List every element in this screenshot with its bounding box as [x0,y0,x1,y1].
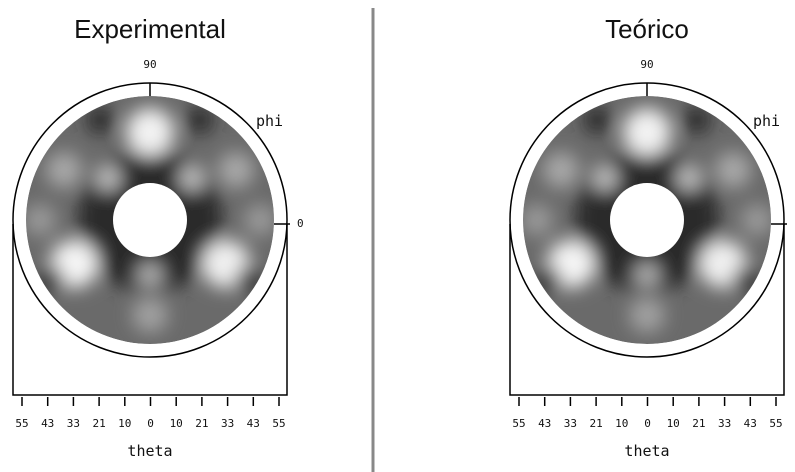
side-label: phi [753,112,780,130]
theta-tick-label: 33 [221,417,234,430]
panels: Experimental 90 phi 0 55 43 33 21 10 0 10 21 33 43 55 t… [13,14,787,460]
theta-tick-label: 43 [744,417,757,430]
right-label: 0 [297,217,304,230]
pattern-image [521,96,773,344]
top-label: 90 [143,58,156,71]
theta-tick-label: 21 [589,417,602,430]
theta-tick-label: 0 [644,417,651,430]
theta-tick-label: 55 [769,417,782,430]
theta-tick-label: 10 [170,417,183,430]
theta-tick-label: 0 [147,417,154,430]
theta-label: theta [624,442,669,460]
pattern-image [24,96,276,344]
side-label: phi [256,112,283,130]
theta-tick-label: 10 [667,417,680,430]
panel-title: Teórico [605,14,689,44]
panel: Experimental 90 phi 0 55 43 33 21 10 0 10 21 33 43 55 t… [13,14,304,460]
panel: Teórico 90 phi 55 43 33 21 10 0 10 21 33 43 55 theta [510,14,787,460]
theta-tick-label: 43 [41,417,54,430]
figure: Experimental 90 phi 0 55 43 33 21 10 0 10 21 33 43 55 t… [0,0,795,472]
theta-tick-label: 55 [15,417,28,430]
panel-title: Experimental [74,14,226,44]
theta-tick-label: 33 [718,417,731,430]
theta-tick-label: 33 [564,417,577,430]
theta-tick-label: 21 [692,417,705,430]
theta-tick-label: 21 [92,417,105,430]
theta-tick-label: 43 [247,417,260,430]
theta-tick-label: 43 [538,417,551,430]
theta-tick-label: 33 [67,417,80,430]
theta-tick-label: 21 [195,417,208,430]
theta-tick-label: 10 [615,417,628,430]
theta-tick-label: 55 [512,417,525,430]
theta-label: theta [127,442,172,460]
top-label: 90 [640,58,653,71]
theta-tick-label: 55 [272,417,285,430]
theta-tick-label: 10 [118,417,131,430]
